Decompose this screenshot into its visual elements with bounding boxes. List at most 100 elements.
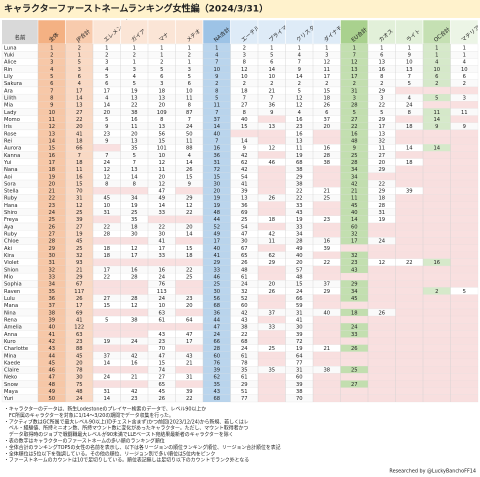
- cell-bg: [93, 258, 121, 266]
- cell-value: 14: [48, 138, 55, 144]
- cell-bg: [120, 187, 148, 195]
- cell-bg: [65, 373, 93, 381]
- cell-value: 1: [188, 60, 191, 66]
- cell-bg: [340, 308, 368, 317]
- cell-bg: [368, 273, 396, 281]
- cell-value: 5: [105, 74, 108, 80]
- cell-bg: [38, 330, 66, 338]
- cell-value: 15: [48, 146, 55, 152]
- cell-bg: [65, 337, 93, 345]
- cell-bg: [120, 330, 148, 338]
- cell-value: 40: [323, 310, 330, 316]
- cell-bg: [450, 380, 478, 388]
- row-name: Aurora: [4, 146, 21, 152]
- cell-value: 1: [353, 45, 356, 51]
- cell-bg: [65, 65, 93, 73]
- cell-bg: [203, 51, 231, 59]
- cell-bg: [38, 51, 66, 59]
- row-name: Lily: [4, 74, 13, 80]
- cell-value: 11: [296, 146, 303, 152]
- cell-bg: [258, 180, 286, 188]
- cell-value: 31: [186, 375, 193, 381]
- column-header-cell: [65, 19, 94, 45]
- cell-bg: [203, 308, 231, 317]
- cell-value: 5: [298, 88, 301, 94]
- cell-value: 10: [158, 303, 165, 309]
- cell-bg: [340, 287, 368, 295]
- footnote: ・ファーストネームのカウントは10で足切りしている。順位表記無しは足切り以下のカ…: [4, 457, 249, 464]
- cell-value: 87: [186, 110, 193, 116]
- cell-bg: [230, 129, 258, 138]
- cell-bg: [203, 187, 231, 195]
- column-header-cell: [450, 19, 479, 45]
- cell-value: 72: [296, 339, 303, 345]
- cell-bg: [65, 122, 93, 130]
- cell-value: 22: [323, 260, 330, 266]
- cell-value: 54: [241, 174, 248, 180]
- credit: Researched by @LuckyBanchoFF14: [389, 469, 476, 475]
- cell-value: 16: [213, 146, 220, 152]
- cell-bg: [368, 344, 396, 352]
- cell-bg: [93, 280, 121, 288]
- cell-value: 22: [131, 103, 138, 109]
- cell-bg: [450, 151, 478, 159]
- cell-value: 3: [380, 96, 383, 102]
- cell-bg: [258, 380, 286, 388]
- cell-value: 19: [296, 346, 303, 352]
- cell-value: 4: [435, 60, 439, 66]
- cell-value: 30: [213, 181, 220, 187]
- cell-value: 70: [296, 396, 303, 402]
- cell-bg: [203, 359, 231, 367]
- footnote: ・全体順位は5位以下を強調している。その他の順位、リージョン別で多い順位は5位内…: [4, 450, 215, 457]
- cell-bg: [395, 373, 423, 381]
- column-header-cell: [312, 19, 341, 45]
- cell-value: 6: [160, 74, 163, 80]
- cell-value: 39: [296, 382, 303, 388]
- cell-value: 74: [158, 368, 165, 374]
- cell-bg: [65, 359, 93, 367]
- cell-bg: [38, 273, 66, 281]
- cell-value: 9: [435, 124, 438, 130]
- cell-bg: [38, 180, 66, 188]
- cell-value: 1: [133, 45, 136, 51]
- cell-bg: [38, 101, 66, 109]
- cell-value: 6: [435, 74, 438, 80]
- cell-value: 17: [378, 124, 385, 130]
- cell-value: 3: [50, 60, 53, 66]
- cell-bg: [423, 72, 451, 80]
- cell-value: 41: [213, 253, 220, 259]
- cell-bg: [368, 330, 396, 338]
- cell-value: 15: [158, 138, 165, 144]
- cell-bg: [258, 201, 286, 209]
- cell-value: 33: [296, 224, 303, 230]
- cell-bg: [423, 237, 451, 245]
- cell-bg: [340, 108, 368, 116]
- cell-bg: [395, 208, 423, 216]
- cell-bg: [38, 301, 66, 309]
- cell-value: 18: [48, 167, 55, 173]
- cell-bg: [340, 51, 368, 59]
- cell-bg: [65, 230, 93, 238]
- cell-bg: [423, 79, 451, 87]
- cell-value: 21: [48, 189, 55, 195]
- cell-value: 7: [353, 53, 356, 59]
- cell-value: 12: [323, 60, 330, 66]
- cell-bg: [340, 158, 368, 166]
- row-name: Aya: [4, 224, 13, 230]
- row-name: Alice: [4, 60, 16, 66]
- cell-bg: [340, 237, 368, 245]
- cell-value: 29: [296, 174, 303, 180]
- cell-bg: [65, 251, 93, 259]
- cell-value: 6: [50, 81, 53, 87]
- cell-bg: [65, 273, 93, 281]
- cell-bg: [175, 366, 203, 374]
- cell-bg: [203, 237, 231, 245]
- cell-bg: [120, 366, 148, 374]
- cell-value: 16: [323, 239, 330, 245]
- cell-value: 2: [78, 45, 81, 51]
- cell-bg: [93, 237, 121, 245]
- cell-bg: [65, 344, 93, 352]
- cell-value: 3: [188, 67, 191, 73]
- cell-bg: [38, 201, 66, 209]
- cell-value: 41: [241, 181, 248, 187]
